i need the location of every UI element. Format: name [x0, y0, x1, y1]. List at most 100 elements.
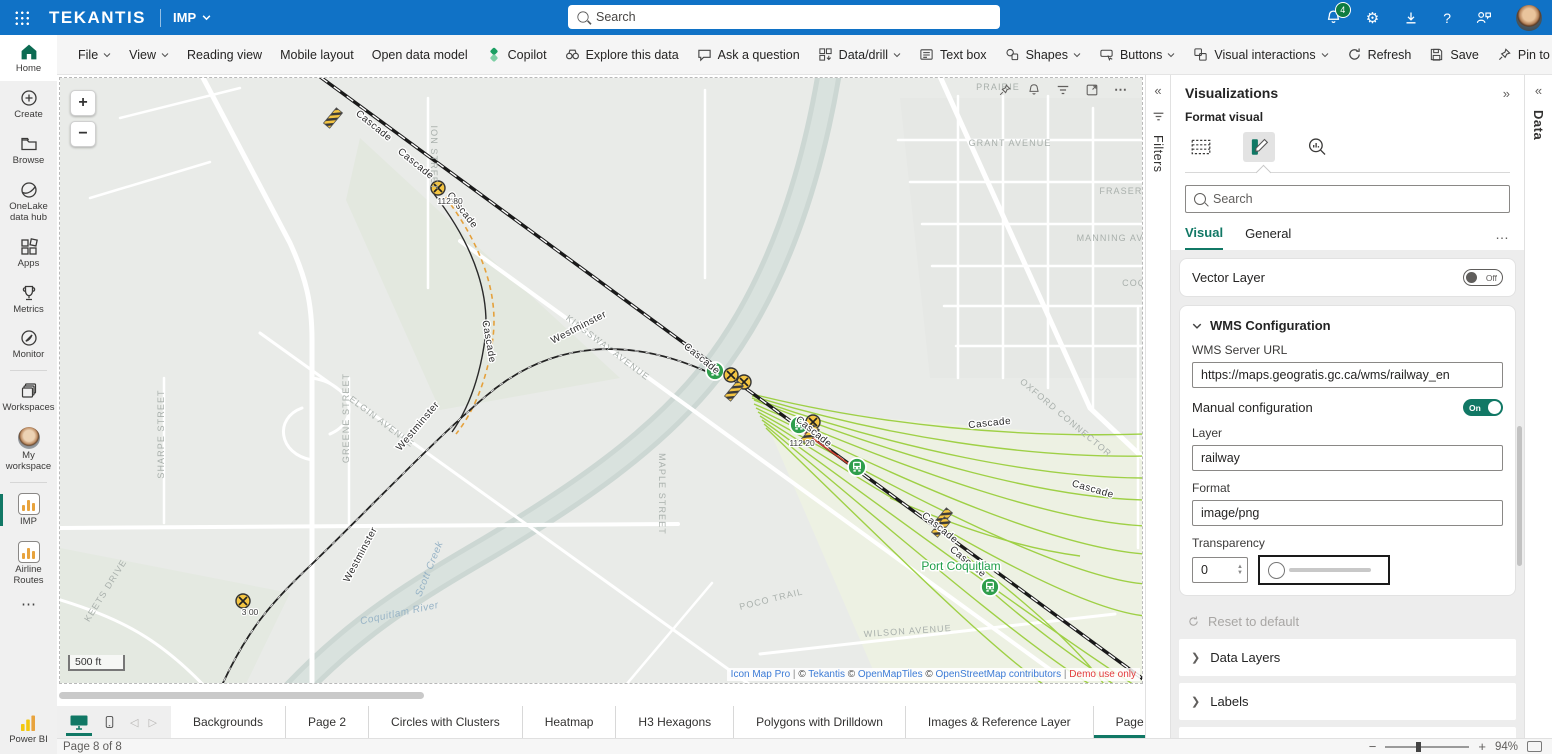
ribbon-item-reading-view[interactable]: Reading view: [178, 42, 271, 68]
ribbon-item-explore-this-data[interactable]: Explore this data: [556, 41, 688, 68]
page-tab-backgrounds[interactable]: Backgrounds: [170, 706, 286, 738]
sidebar-item-metrics[interactable]: Metrics: [0, 276, 57, 322]
station-marker[interactable]: [980, 577, 1000, 597]
sidebar-item-create[interactable]: Create: [0, 81, 57, 127]
settings-button[interactable]: ⚙: [1365, 9, 1380, 27]
sidebar-item-browse[interactable]: Browse: [0, 127, 57, 173]
ribbon-item-open-data-model[interactable]: Open data model: [363, 42, 477, 68]
ribbon-item-refresh[interactable]: Refresh: [1338, 41, 1421, 68]
slider-handle[interactable]: [1268, 561, 1285, 579]
data-pane-title[interactable]: Data: [1531, 110, 1546, 141]
desktop-view-button[interactable]: [66, 706, 92, 738]
sidebar-item-onelake-data-hub[interactable]: OneLake data hub: [0, 173, 57, 230]
zoom-slider[interactable]: [1385, 741, 1470, 752]
attribution-link[interactable]: Tekantis: [808, 669, 845, 680]
bridge-marker[interactable]: [930, 516, 952, 538]
spinner-arrows-icon[interactable]: ▲ ▼: [1237, 563, 1243, 576]
ribbon-item-copilot[interactable]: Copilot: [477, 41, 556, 69]
prev-page-arrow[interactable]: ◁: [130, 716, 139, 729]
focus-mode-icon[interactable]: [1085, 83, 1099, 97]
ribbon-item-text-box[interactable]: Text box: [910, 41, 996, 68]
station-marker[interactable]: [847, 457, 867, 477]
panel-scrollbar[interactable]: [1517, 426, 1522, 566]
alerts-icon[interactable]: [1027, 83, 1041, 97]
sidebar-item-workspaces[interactable]: Workspaces: [0, 374, 57, 420]
global-search-input[interactable]: Search: [568, 5, 1000, 29]
sidebar-item-apps[interactable]: Apps: [0, 230, 57, 276]
zoom-slider-handle[interactable]: [1415, 741, 1421, 752]
bridge-marker[interactable]: [322, 107, 344, 129]
page-tab-images-reference-layer[interactable]: Images & Reference Layer: [905, 706, 1094, 738]
downloads-button[interactable]: [1403, 10, 1419, 26]
transparency-spinner[interactable]: 0 ▲ ▼: [1192, 557, 1248, 583]
crossing-marker[interactable]: [723, 367, 739, 383]
feedback-button[interactable]: [1475, 9, 1492, 26]
attribution-link[interactable]: OpenStreetMap contributors: [935, 669, 1062, 680]
expand-filters-icon[interactable]: «: [1154, 83, 1162, 98]
collapse-pane-icon[interactable]: »: [1502, 85, 1510, 101]
sidebar-item-imp[interactable]: IMP: [0, 486, 57, 534]
bridge-marker[interactable]: [723, 380, 745, 402]
page-tab-page-2[interactable]: Page 2: [285, 706, 370, 738]
visual-filters-icon[interactable]: [1056, 83, 1070, 97]
zoom-in-control[interactable]: +: [1478, 739, 1486, 754]
wms-server-url-input[interactable]: https://maps.geogratis.gc.ca/wms/railway…: [1192, 362, 1503, 388]
layer-input[interactable]: railway: [1192, 445, 1503, 471]
brand-logo[interactable]: TEKANTIS: [49, 7, 146, 27]
format-section-controls[interactable]: ❯Controls: [1179, 727, 1516, 738]
sidebar-item-airline-routes[interactable]: Airline Routes: [0, 534, 57, 593]
icon-map-visual[interactable]: PRAIRIE GRANT AVENUE FRASER A MANNING AV COQ…: [59, 77, 1143, 684]
format-input[interactable]: image/png: [1192, 500, 1503, 526]
notifications-button[interactable]: 4: [1325, 2, 1351, 26]
vector-layer-toggle[interactable]: Off: [1463, 269, 1503, 286]
slider-track[interactable]: [1289, 568, 1371, 572]
ribbon-item-data-drill[interactable]: Data/drill: [809, 41, 910, 68]
format-section-data-layers[interactable]: ❯ Data Layers: [1179, 639, 1516, 676]
workspace-switcher[interactable]: IMP: [173, 10, 211, 25]
sidebar-item-my-workspace[interactable]: My workspace: [0, 420, 57, 479]
page-tab-heatmap[interactable]: Heatmap: [522, 706, 617, 738]
ribbon-item-visual-interactions[interactable]: Visual interactions: [1184, 41, 1337, 68]
ribbon-item-buttons[interactable]: Buttons: [1090, 41, 1184, 68]
wms-configuration-header[interactable]: WMS Configuration: [1192, 318, 1503, 333]
sidebar-item-more[interactable]: ⋯: [0, 593, 57, 616]
page-tab-h3-hexagons[interactable]: H3 Hexagons: [616, 706, 735, 738]
mobile-view-button[interactable]: [103, 706, 116, 738]
format-tab-icon[interactable]: [1243, 132, 1275, 162]
sidebar-item-power-bi[interactable]: Power BI: [8, 706, 49, 752]
ribbon-item-ask-a-question[interactable]: Ask a question: [688, 41, 809, 68]
sidebar-item-monitor[interactable]: Monitor: [0, 321, 57, 367]
ribbon-item-file[interactable]: File: [69, 42, 120, 68]
reset-to-default-button[interactable]: Reset to default: [1179, 604, 1516, 639]
map-zoom-in-button[interactable]: +: [70, 90, 96, 116]
crossing-marker[interactable]: [430, 180, 446, 196]
next-page-arrow[interactable]: ▷: [148, 716, 157, 729]
attribution-link[interactable]: OpenMapTiles: [857, 669, 923, 680]
more-options-icon[interactable]: ⋯: [1114, 82, 1128, 97]
tab-visual[interactable]: Visual: [1185, 225, 1224, 250]
filters-pane-title[interactable]: Filters: [1151, 135, 1165, 173]
ribbon-item-mobile-layout[interactable]: Mobile layout: [271, 42, 363, 68]
tab-general[interactable]: General: [1245, 226, 1292, 241]
horizontal-scrollbar[interactable]: [59, 692, 424, 699]
manual-configuration-toggle[interactable]: On: [1463, 399, 1503, 416]
page-tab-polygons-with-drilldown[interactable]: Polygons with Drilldown: [734, 706, 906, 738]
sidebar-item-home[interactable]: Home: [0, 35, 57, 81]
format-search-input[interactable]: Search: [1185, 185, 1510, 213]
station-marker[interactable]: [705, 361, 725, 381]
attribution-link[interactable]: Icon Map Pro: [730, 669, 791, 680]
app-launcher-icon[interactable]: [14, 10, 29, 25]
fit-to-page-icon[interactable]: [1527, 741, 1542, 752]
user-avatar[interactable]: [1516, 4, 1542, 31]
format-section-labels[interactable]: ❯ Labels: [1179, 683, 1516, 720]
expand-data-icon[interactable]: «: [1534, 83, 1543, 98]
format-more-options-icon[interactable]: …: [1495, 225, 1510, 242]
fields-tab-icon[interactable]: [1185, 132, 1217, 162]
ribbon-item-view[interactable]: View: [120, 42, 178, 68]
help-button[interactable]: ?: [1443, 9, 1451, 26]
ribbon-item-shapes[interactable]: Shapes: [996, 41, 1090, 68]
zoom-out-control[interactable]: −: [1368, 739, 1377, 754]
bridge-marker[interactable]: [799, 424, 821, 446]
map[interactable]: PRAIRIE GRANT AVENUE FRASER A MANNING AV COQ…: [60, 78, 1142, 683]
crossing-marker[interactable]: [235, 593, 251, 609]
